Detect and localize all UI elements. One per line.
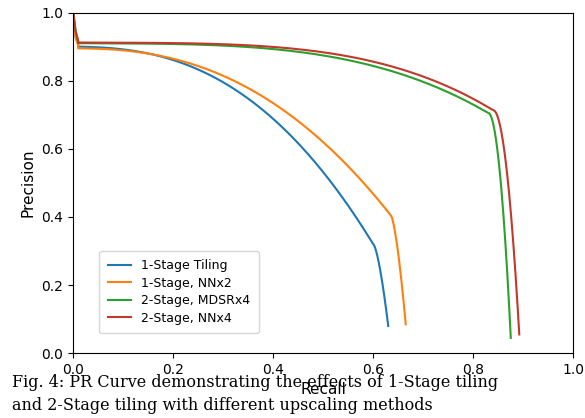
- 2-Stage, NNx4: [516, 332, 523, 337]
- 2-Stage, MDSRx4: [487, 112, 494, 117]
- 2-Stage, MDSRx4: [507, 335, 514, 340]
- 1-Stage, NNx2: [367, 189, 374, 194]
- 1-Stage Tiling: [351, 213, 358, 218]
- Text: and 2-Stage tiling with different upscaling methods: and 2-Stage tiling with different upscal…: [12, 397, 432, 414]
- 1-Stage Tiling: [132, 48, 139, 54]
- Y-axis label: Precision: Precision: [21, 149, 36, 217]
- 1-Stage, NNx2: [70, 10, 77, 15]
- 2-Stage, NNx4: [318, 50, 325, 55]
- Line: 2-Stage, MDSRx4: 2-Stage, MDSRx4: [73, 13, 511, 338]
- 1-Stage Tiling: [239, 92, 246, 97]
- 1-Stage Tiling: [70, 10, 77, 15]
- 1-Stage, NNx2: [88, 46, 95, 51]
- 2-Stage, NNx4: [494, 115, 501, 120]
- 2-Stage, MDSRx4: [78, 41, 85, 46]
- 1-Stage Tiling: [195, 67, 202, 72]
- Line: 2-Stage, NNx4: 2-Stage, NNx4: [73, 13, 519, 334]
- 2-Stage, NNx4: [70, 10, 77, 15]
- Legend: 1-Stage Tiling, 1-Stage, NNx2, 2-Stage, MDSRx4, 2-Stage, NNx4: 1-Stage Tiling, 1-Stage, NNx2, 2-Stage, …: [99, 251, 259, 333]
- Line: 1-Stage, NNx2: 1-Stage, NNx2: [73, 13, 406, 324]
- 2-Stage, NNx4: [78, 40, 85, 45]
- 1-Stage, NNx2: [249, 88, 256, 93]
- X-axis label: Recall: Recall: [300, 382, 346, 398]
- 2-Stage, NNx4: [266, 44, 273, 49]
- Text: Fig. 4: PR Curve demonstrating the effects of 1-Stage tiling: Fig. 4: PR Curve demonstrating the effec…: [12, 374, 498, 391]
- 1-Stage Tiling: [87, 44, 94, 49]
- 2-Stage, MDSRx4: [315, 52, 322, 57]
- 2-Stage, NNx4: [492, 110, 499, 115]
- 1-Stage Tiling: [288, 134, 295, 139]
- 2-Stage, MDSRx4: [264, 46, 271, 51]
- 1-Stage, NNx2: [135, 50, 142, 55]
- Line: 1-Stage Tiling: 1-Stage Tiling: [73, 13, 388, 326]
- 2-Stage, MDSRx4: [70, 10, 77, 15]
- 1-Stage, NNx2: [402, 322, 409, 327]
- 2-Stage, NNx4: [376, 61, 383, 66]
- 1-Stage, NNx2: [202, 66, 209, 71]
- 1-Stage Tiling: [385, 324, 392, 329]
- 1-Stage, NNx2: [301, 124, 308, 129]
- 2-Stage, MDSRx4: [371, 64, 378, 69]
- 2-Stage, MDSRx4: [489, 118, 496, 123]
